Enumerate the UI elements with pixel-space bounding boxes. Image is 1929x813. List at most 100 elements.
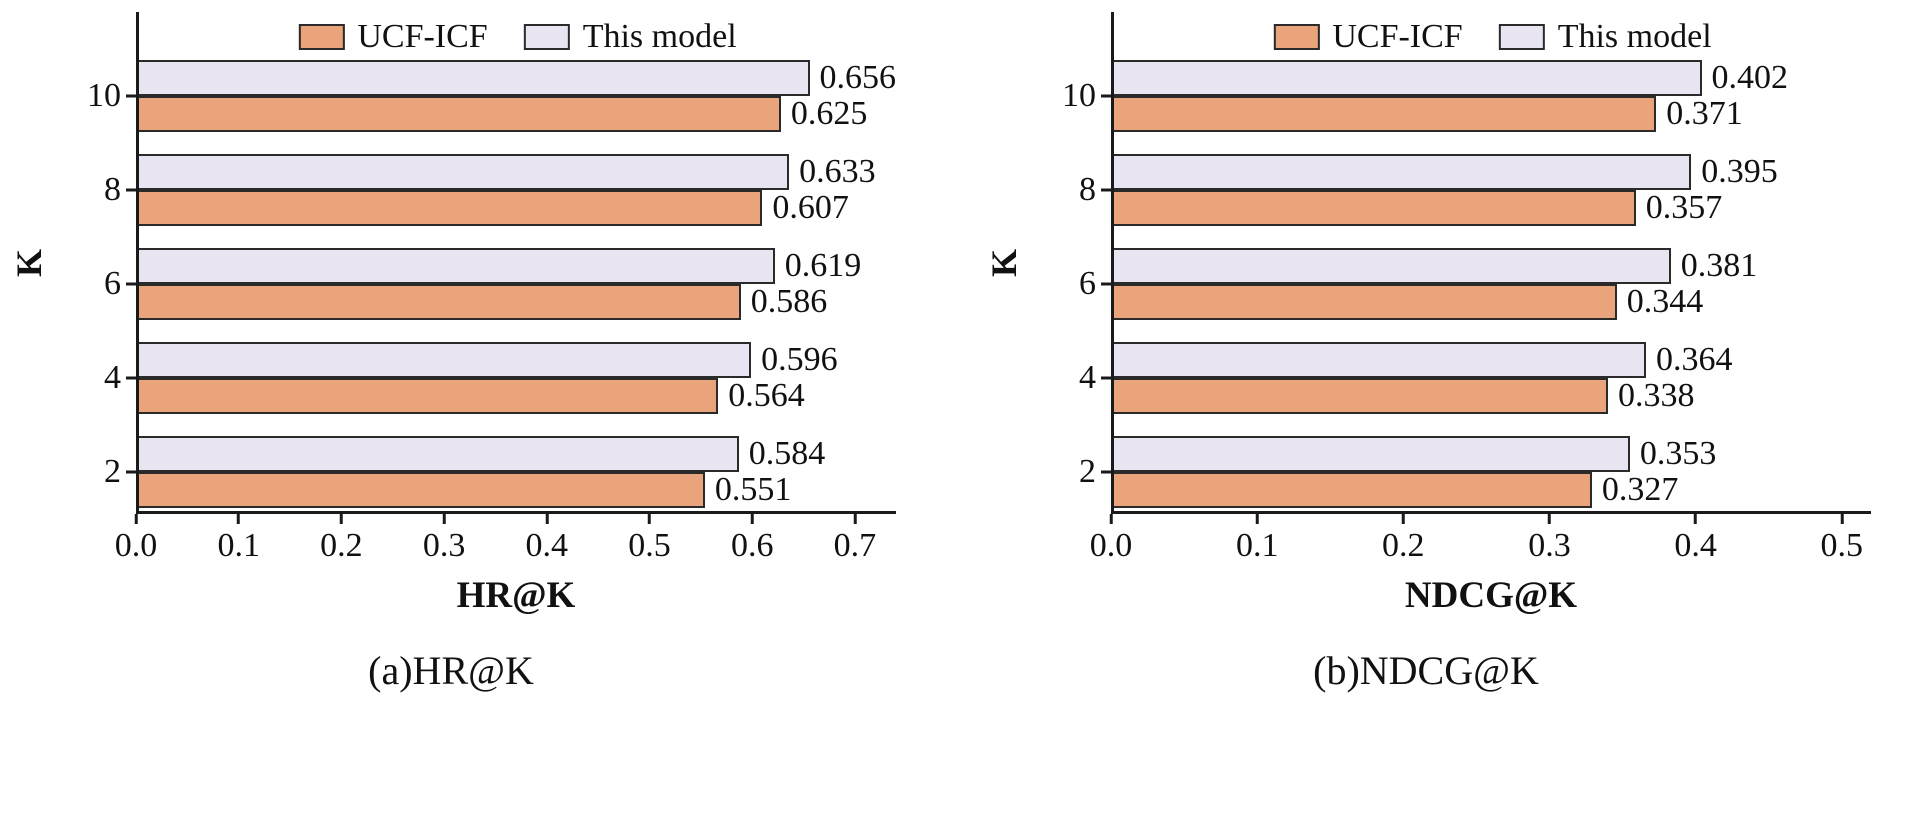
y-tick-mark [1101,188,1111,192]
x-tick-mark [545,514,549,524]
x-tick: 0.5 [628,514,671,564]
bar-value-label: 0.633 [799,153,876,190]
legend-label-this-model: This model [1557,18,1712,55]
bar-group-k-8: 8 0.633 0.607 [104,154,896,226]
bar-row: 0.586 [139,284,896,320]
y-tick-label: 6 [1079,265,1096,302]
x-tick-mark [1401,514,1405,524]
x-tick-mark [1255,514,1259,524]
bar-row: 0.402 [1114,60,1871,96]
bar-group-k-6: 6 0.381 0.344 [1079,248,1871,320]
x-tick-label: 0.3 [1528,527,1571,564]
bar-row: 0.656 [139,60,896,96]
chart-caption: (b)NDCG@K [1313,648,1539,693]
y-tick-mark [126,188,136,192]
x-tick-label: 0.4 [525,527,569,564]
y-tick-label: 2 [104,453,121,490]
y-tick-label: 2 [1079,453,1096,490]
bar-ucf-icf [1114,284,1617,320]
y-tick-mark [1101,376,1111,380]
x-tick-mark [442,514,446,524]
bar-row: 0.381 [1114,248,1871,284]
legend-item-this-model: This model [1498,18,1712,55]
bar-value-label: 0.344 [1626,283,1704,320]
bar-this-model [1114,248,1671,284]
x-tick-label: 0.5 [1820,527,1864,564]
bar-group-k-10: 10 0.402 0.371 [1062,60,1871,132]
bar-ucf-icf [139,284,741,320]
x-tick: 0.7 [833,514,877,564]
x-tick-mark [1694,514,1698,524]
bar-value-label: 0.357 [1645,189,1723,226]
x-tick: 0.3 [1528,514,1571,564]
x-tick-label: 0.6 [730,527,774,564]
bar-row: 0.633 [139,154,896,190]
chart-body: K UCF-ICF This model 10 0.402 0.371 8 0.395 0.35… [981,12,1916,617]
x-tick-mark [1840,514,1844,524]
x-tick-mark [648,514,651,524]
bar-row: 0.338 [1114,378,1871,414]
bar-row: 0.625 [139,96,896,132]
x-tick-label: 0.2 [1382,527,1425,564]
bar-this-model [139,248,775,284]
x-axis-label: NDCG@K [1404,575,1578,616]
bar-value-label: 0.619 [784,247,862,284]
bar-value-label: 0.551 [714,471,792,508]
x-tick-label: 0.5 [628,527,671,564]
x-tick-label: 0.0 [1089,527,1133,564]
charts-row: K UCF-ICF This model 10 0.656 0.625 8 0.633 0.60… [6,12,1916,694]
bar-group-k-8: 8 0.395 0.357 [1079,153,1871,226]
x-tick-mark [1109,514,1113,524]
legend-swatch-this-model [1498,24,1545,50]
legend-item-this-model: This model [523,20,737,54]
x-tick: 0.4 [525,514,569,564]
bar-group-k-10: 10 0.656 0.625 [87,60,896,132]
x-tick-label: 0.1 [1235,527,1279,564]
bar-value-label: 0.586 [750,283,828,320]
x-tick-label: 0.4 [1674,527,1717,564]
x-tick: 0.3 [423,514,465,564]
x-tick: 0.1 [1235,514,1279,564]
bar-row: 0.607 [139,190,896,226]
x-tick-mark [750,514,754,524]
bar-group-k-2: 2 0.353 0.327 [1079,436,1871,508]
y-tick-label: 4 [104,359,121,396]
legend-label-ucf-icf: UCF-ICF [1332,18,1463,55]
bar-group-k-2: 2 0.584 0.551 [104,436,896,508]
x-tick-mark [1548,514,1551,524]
y-tick-mark [126,376,136,380]
bar-ucf-icf [1114,472,1592,508]
bar-this-model [1114,436,1630,472]
bar-row: 0.596 [139,342,896,378]
bar-this-model [139,60,810,96]
legend-swatch-this-model [523,24,570,50]
plot-area: UCF-ICF This model 10 0.402 0.371 8 0.395 0.357… [1062,12,1871,514]
bar-value-label: 0.338 [1618,377,1695,414]
bar-this-model [139,436,739,472]
x-tick-label: 0.1 [217,527,260,564]
chart-figure-hr: K UCF-ICF This model 10 0.656 0.625 8 0.633 0.60… [6,12,941,694]
bar-value-label: 0.371 [1666,95,1743,132]
y-axis-label-text: K [8,248,49,278]
bar-value-label: 0.564 [728,377,805,414]
x-tick-label: 0.7 [833,527,877,564]
bar-row: 0.344 [1114,284,1871,320]
bar-row: 0.364 [1114,342,1871,378]
bar-value-label: 0.584 [748,435,826,472]
bar-value-label: 0.327 [1601,471,1679,508]
bar-this-model [139,154,790,190]
bar-value-label: 0.656 [819,59,897,96]
legend-item-ucf-icf: UCF-ICF [1273,18,1463,55]
x-tick: 0.0 [115,514,157,564]
x-axis-label: HR@K [456,575,576,616]
bar-this-model [1114,342,1646,378]
bar-group-k-4: 4 0.364 0.338 [1079,342,1871,414]
y-tick-mark [126,470,136,474]
bar-group-k-6: 6 0.619 0.586 [104,247,896,320]
chart-figure-ndcg: K UCF-ICF This model 10 0.402 0.371 8 0.395 0.35… [981,12,1916,694]
bar-value-label: 0.395 [1701,153,1778,190]
bar-row: 0.584 [139,436,896,472]
x-tick: 0.2 [320,514,363,564]
legend-label-ucf-icf: UCF-ICF [357,18,488,55]
x-axis-ticks: 0.0 0.1 0.2 0.3 0.4 0.5 0.6 0.7 [115,514,896,572]
